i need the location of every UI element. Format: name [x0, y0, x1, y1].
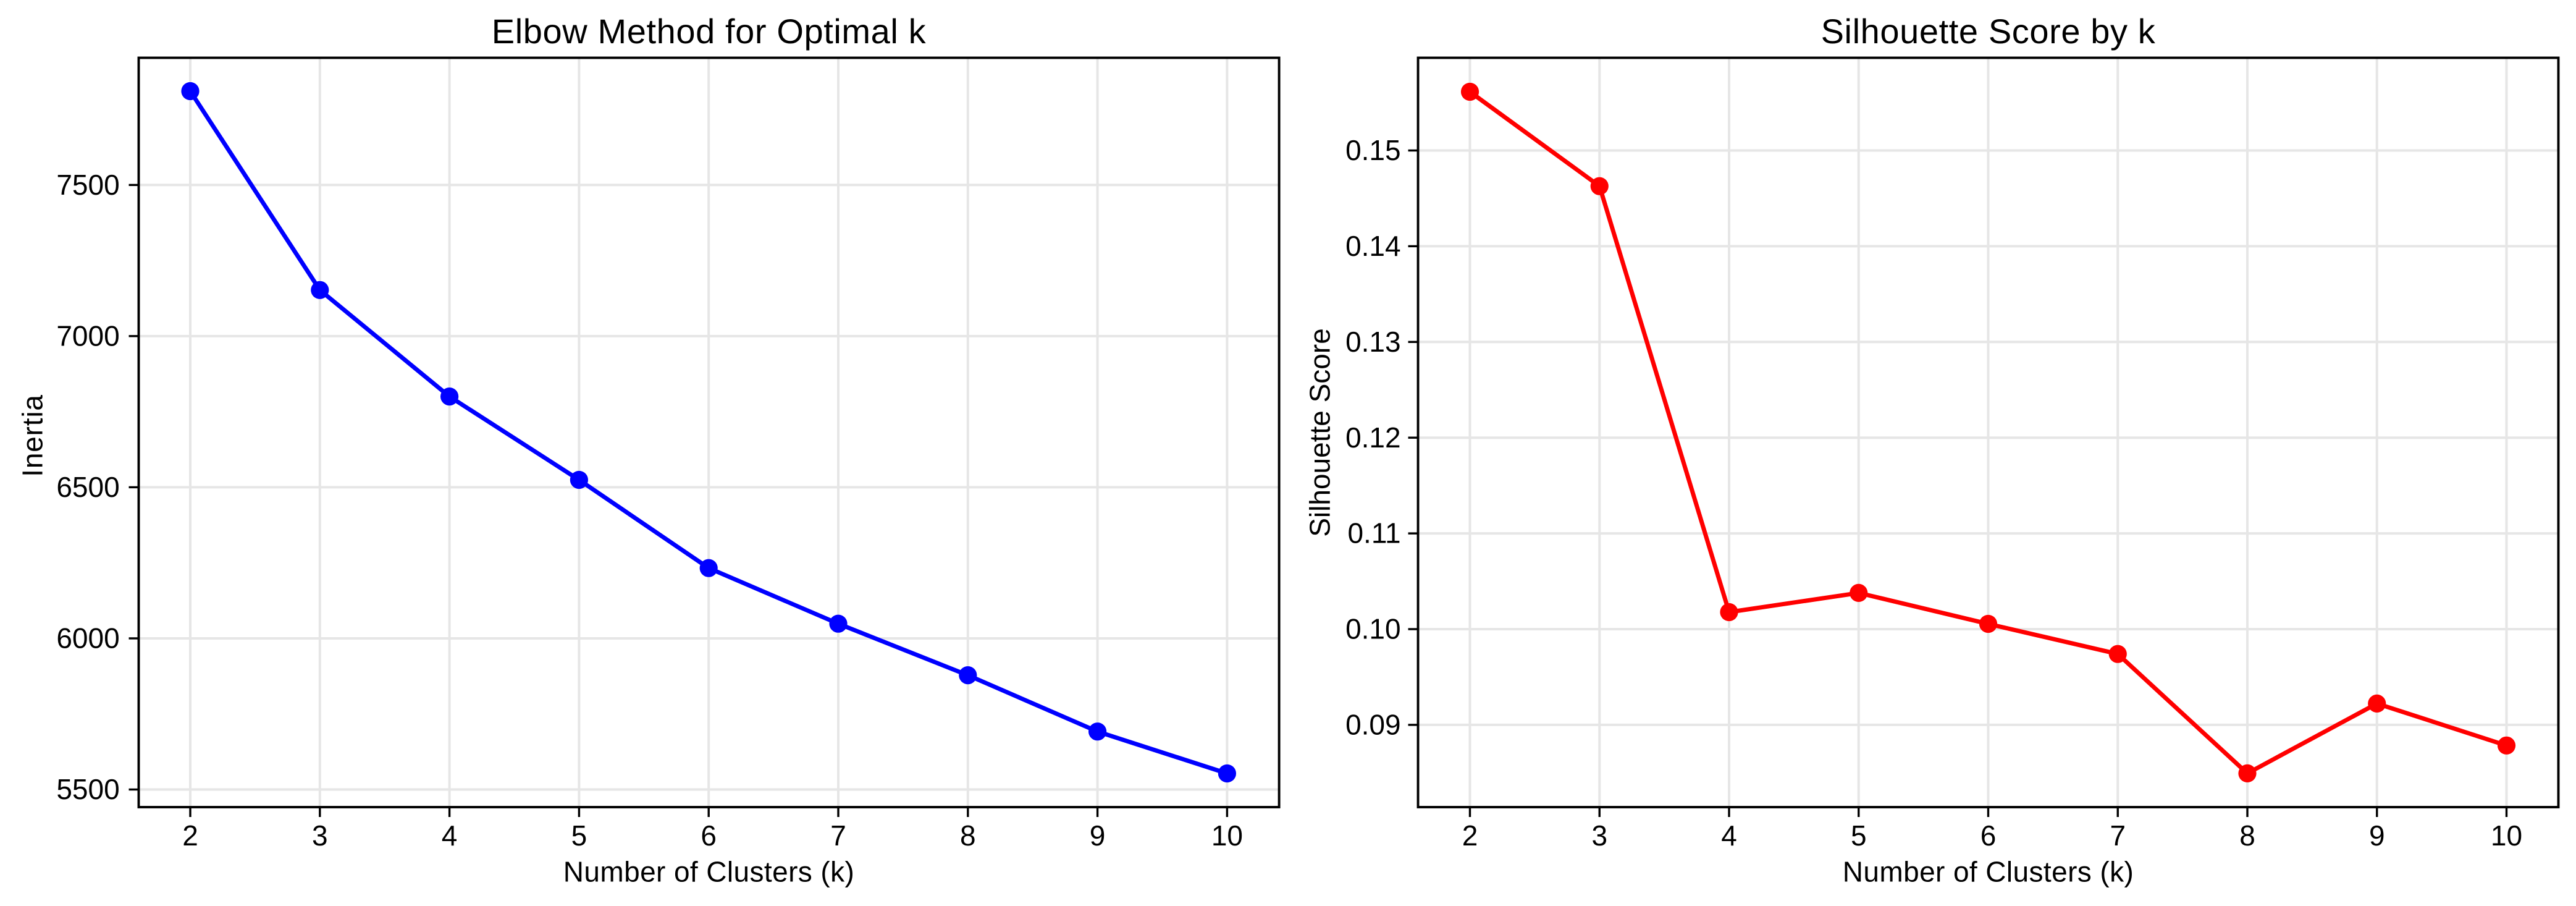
svg-text:Silhouette Score by k: Silhouette Score by k [1821, 12, 2156, 51]
svg-text:2: 2 [182, 819, 198, 852]
svg-text:Silhouette Score: Silhouette Score [1303, 328, 1336, 537]
svg-text:4: 4 [1721, 819, 1737, 852]
svg-text:10: 10 [1211, 819, 1243, 852]
svg-text:5: 5 [571, 819, 587, 852]
svg-text:0.09: 0.09 [1345, 709, 1401, 741]
svg-text:2: 2 [1462, 819, 1478, 852]
svg-text:9: 9 [2369, 819, 2385, 852]
svg-text:6: 6 [701, 819, 717, 852]
svg-text:0.12: 0.12 [1345, 421, 1401, 454]
svg-text:0.14: 0.14 [1345, 230, 1401, 262]
svg-text:4: 4 [442, 819, 458, 852]
svg-text:10: 10 [2491, 819, 2522, 852]
svg-text:0.13: 0.13 [1345, 326, 1401, 358]
svg-text:Number of Clusters (k): Number of Clusters (k) [563, 856, 854, 888]
svg-text:3: 3 [1591, 819, 1607, 852]
svg-text:0.11: 0.11 [1347, 517, 1400, 549]
svg-text:6500: 6500 [56, 471, 119, 503]
svg-text:3: 3 [312, 819, 328, 852]
svg-text:5: 5 [1851, 819, 1867, 852]
svg-text:8: 8 [2239, 819, 2255, 852]
svg-text:7: 7 [2110, 819, 2126, 852]
svg-text:6000: 6000 [56, 622, 119, 654]
svg-text:7000: 7000 [56, 320, 119, 352]
svg-text:6: 6 [1980, 819, 1997, 852]
svg-text:5500: 5500 [56, 773, 119, 805]
svg-text:7500: 7500 [56, 169, 119, 201]
svg-text:0.10: 0.10 [1345, 613, 1401, 645]
svg-text:Number of Clusters (k): Number of Clusters (k) [1843, 856, 2134, 888]
svg-text:8: 8 [960, 819, 976, 852]
svg-text:Elbow Method for Optimal k: Elbow Method for Optimal k [492, 12, 927, 51]
svg-text:0.15: 0.15 [1345, 134, 1401, 166]
svg-text:7: 7 [830, 819, 846, 852]
svg-text:Inertia: Inertia [16, 394, 48, 476]
svg-text:9: 9 [1090, 819, 1106, 852]
